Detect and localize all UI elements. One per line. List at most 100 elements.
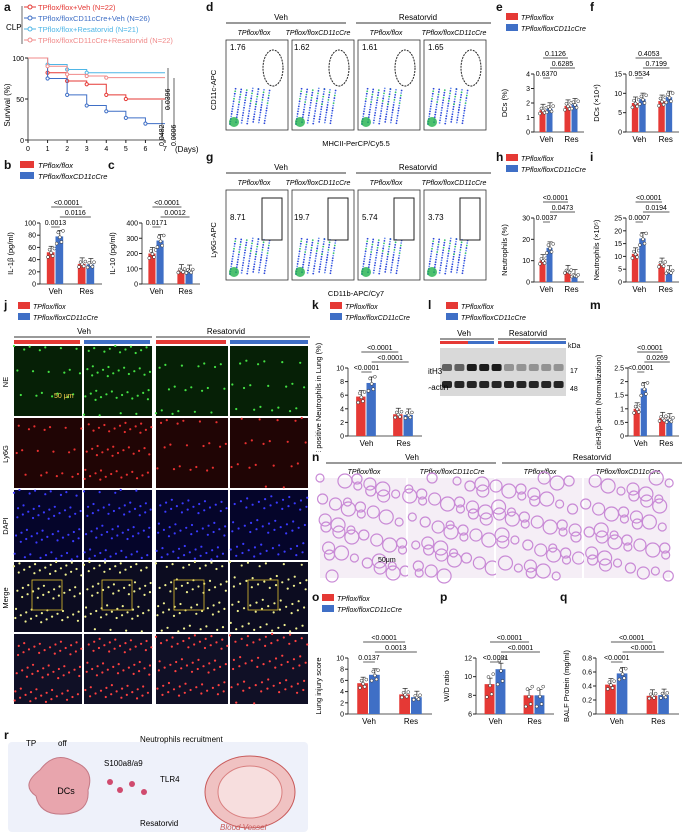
data-point xyxy=(624,666,628,671)
flow-gate xyxy=(459,197,481,241)
survival-point xyxy=(84,70,89,75)
data-point xyxy=(157,235,161,239)
data-point xyxy=(77,265,81,269)
flow-plot xyxy=(291,189,355,281)
data-point xyxy=(546,105,551,109)
bar xyxy=(539,260,546,282)
blot-band-cith3 xyxy=(466,364,477,371)
panel-letter-h: h xyxy=(496,150,504,164)
bar xyxy=(546,247,553,282)
band-label-bactin: β-actin xyxy=(428,383,448,392)
blot-band-bactin xyxy=(491,381,502,388)
svg-text:TPflox/floxCD11cCre: TPflox/floxCD11cCre xyxy=(345,315,410,322)
chart-ytick: 10 xyxy=(522,258,530,265)
chart-xtick: Res xyxy=(651,717,665,726)
data-point xyxy=(545,110,549,115)
bar xyxy=(539,110,546,132)
wd-ratio-chart: W/D ratio 6 8 10 12 Veh Res <0.0001 <0.0001 <0.00… xyxy=(442,635,554,726)
data-point xyxy=(657,265,661,269)
chart-ytick: 0 xyxy=(340,712,344,719)
survival-point xyxy=(104,109,109,114)
if-image xyxy=(84,634,152,704)
panel-letter-i: i xyxy=(590,150,594,164)
data-point xyxy=(371,387,376,391)
if-image xyxy=(14,418,82,488)
chart-ytick: 0 xyxy=(526,130,530,137)
chart-xtick: Res xyxy=(79,287,93,296)
pvalue-label: 0.1126 xyxy=(545,51,566,58)
svg-text:5.74: 5.74 xyxy=(362,213,378,222)
data-point xyxy=(58,235,62,239)
survival-xtick: 7 xyxy=(163,146,167,153)
pvalue-label: 0.0007 xyxy=(629,215,651,222)
data-point xyxy=(573,103,577,107)
panel-letter-q: q xyxy=(560,590,568,604)
pvalue-label: <0.0001 xyxy=(604,655,630,662)
data-point xyxy=(644,93,648,98)
svg-text:kDa: kDa xyxy=(568,343,581,350)
data-point xyxy=(661,102,666,107)
panel-letter-f: f xyxy=(590,0,594,14)
histology-scale: 50μm xyxy=(378,557,396,564)
data-point xyxy=(653,691,658,696)
svg-text:TPflox/flox: TPflox/flox xyxy=(461,304,494,311)
data-point xyxy=(364,677,369,682)
data-point xyxy=(147,256,151,260)
survival-point xyxy=(143,121,148,126)
svg-text:TPflox/floxCD11cCre: TPflox/floxCD11cCre xyxy=(461,315,526,322)
data-point xyxy=(633,252,638,257)
data-point xyxy=(664,271,669,276)
data-point xyxy=(569,268,573,272)
svg-text:TPflox/flox: TPflox/flox xyxy=(238,180,271,187)
data-point xyxy=(663,260,667,264)
data-point xyxy=(524,704,528,709)
flow-plot xyxy=(423,189,487,281)
data-point xyxy=(645,381,650,385)
neutrophil-recruitment-label: Neutrophils recruitment xyxy=(140,735,223,744)
pvalue-label: <0.0001 xyxy=(631,645,657,652)
data-point xyxy=(496,682,500,687)
chart-xtick: Veh xyxy=(362,717,376,726)
panel-letter-a: a xyxy=(4,0,11,14)
data-point xyxy=(671,416,675,420)
data-point xyxy=(369,382,374,386)
data-point xyxy=(502,656,506,660)
chart-ytick: 0 xyxy=(134,282,138,289)
pvalue-label: <0.0001 xyxy=(628,365,654,372)
bar xyxy=(646,695,658,714)
data-point xyxy=(632,98,636,103)
svg-text:TPflox/floxCD11cCre: TPflox/floxCD11cCre xyxy=(422,180,487,187)
chart-ytick: 0 xyxy=(618,280,622,287)
ne-positive-chart: NE positive Neutrophils in Lung (%) 0 2 4 6 8… xyxy=(314,342,422,452)
data-point xyxy=(404,694,409,699)
data-point xyxy=(52,246,57,251)
survival-xtick: 3 xyxy=(85,146,89,153)
data-point xyxy=(669,99,673,104)
bar xyxy=(571,275,578,282)
svg-text:Blood Vessel: Blood Vessel xyxy=(220,823,267,832)
bar xyxy=(495,669,506,714)
chart-xtick: Veh xyxy=(540,135,554,144)
if-image xyxy=(84,346,152,416)
data-point xyxy=(644,231,648,236)
chart-ytick: 10 xyxy=(614,91,622,98)
chart-ylabel: citH3/β-actin (Normalization) xyxy=(594,354,603,449)
data-point xyxy=(574,105,579,110)
svg-text:TPflox/floxCD11cCre: TPflox/floxCD11cCre xyxy=(286,180,351,187)
survival-point xyxy=(45,76,50,81)
svg-text:Ly6G: Ly6G xyxy=(1,445,10,463)
svg-text:19.7: 19.7 xyxy=(294,213,310,222)
svg-text:Veh: Veh xyxy=(274,163,288,172)
data-point xyxy=(82,264,86,268)
chart-xtick: Veh xyxy=(150,287,164,296)
data-point xyxy=(638,102,642,106)
data-point xyxy=(567,270,572,275)
pvalue-label: 0.4053 xyxy=(638,51,660,58)
chart-ytick: 0 xyxy=(618,130,622,137)
western-blot-l: Veh Resatorvid kDa citH3 β-actin 17 48 xyxy=(428,329,581,396)
data-point xyxy=(191,267,195,272)
if-image xyxy=(230,634,308,704)
data-point xyxy=(542,261,547,265)
data-point xyxy=(369,678,374,683)
data-point xyxy=(499,669,503,673)
